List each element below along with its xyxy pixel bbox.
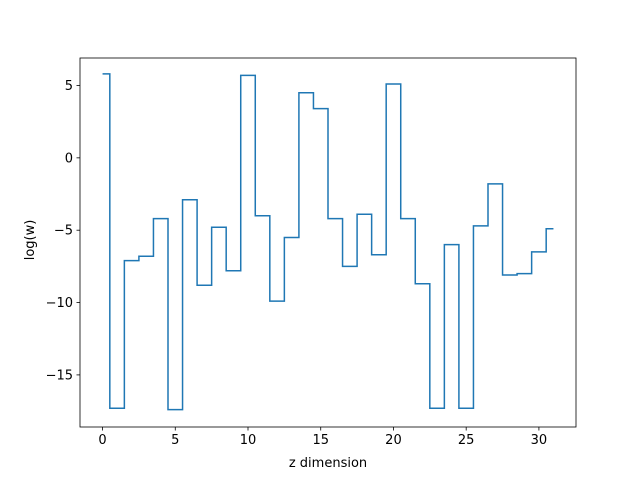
y-tick-label: −5 <box>54 224 73 239</box>
y-tick-label: −15 <box>46 368 73 383</box>
x-tick-label: 20 <box>385 433 402 448</box>
y-axis-label: log(w) <box>23 220 38 261</box>
y-tick-label: 0 <box>65 151 73 166</box>
y-tick-label: −10 <box>46 296 73 311</box>
x-tick-label: 25 <box>458 433 475 448</box>
plot-frame <box>79 57 577 428</box>
axes: 0 5 10 15 20 25 30 5 0 −5 −10 −15 <box>46 57 577 448</box>
y-tick-label: 5 <box>65 79 73 94</box>
x-tick-label: 10 <box>240 433 257 448</box>
plot-area <box>102 73 554 411</box>
x-tick-label: 30 <box>531 433 548 448</box>
x-axis-label: z dimension <box>289 456 367 471</box>
x-tick-label: 0 <box>98 433 106 448</box>
series-line <box>102 73 554 411</box>
x-tick-label: 5 <box>171 433 179 448</box>
x-tick-label: 15 <box>312 433 329 448</box>
